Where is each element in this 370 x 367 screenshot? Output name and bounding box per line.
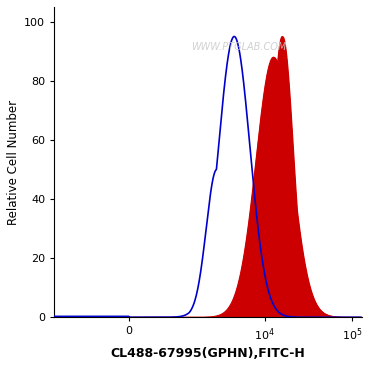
X-axis label: CL488-67995(GPHN),FITC-H: CL488-67995(GPHN),FITC-H xyxy=(111,347,306,360)
Y-axis label: Relative Cell Number: Relative Cell Number xyxy=(7,99,20,225)
Text: WWW.PTGLAB.COM: WWW.PTGLAB.COM xyxy=(191,42,286,52)
